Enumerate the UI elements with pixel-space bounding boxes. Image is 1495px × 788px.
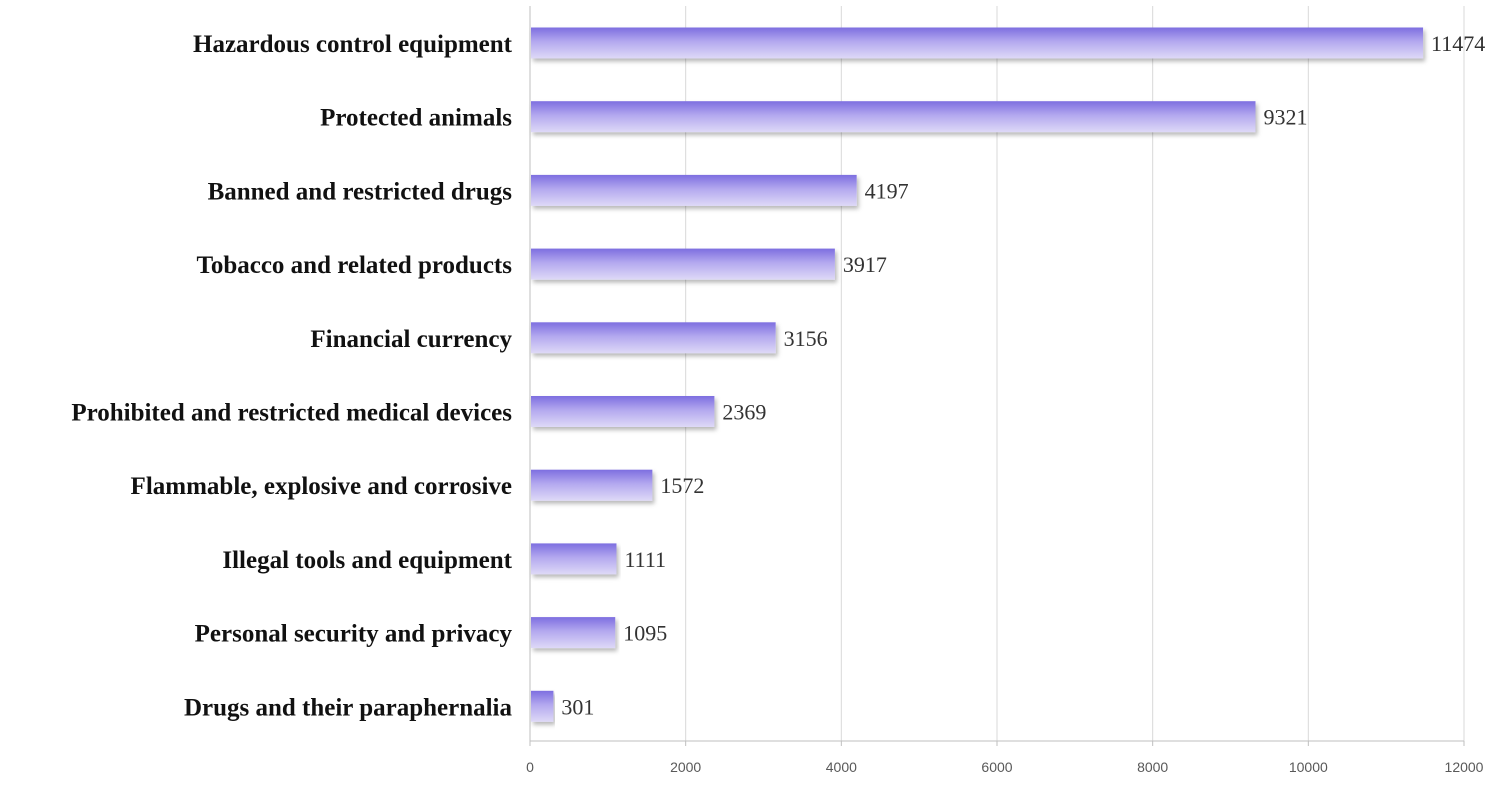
bar: [531, 543, 617, 575]
bar: [531, 174, 857, 206]
data-label: 9321: [1263, 105, 1307, 130]
x-tick-label: 12000: [1445, 759, 1484, 775]
category-label: Financial currency: [310, 326, 512, 353]
category-label: Personal security and privacy: [195, 621, 513, 648]
bar: [531, 690, 554, 722]
data-label: 3917: [843, 252, 887, 277]
data-label: 2369: [722, 400, 766, 425]
category-label: Flammable, explosive and corrosive: [131, 473, 512, 500]
bars: [531, 27, 1424, 722]
category-label: Prohibited and restricted medical device…: [71, 400, 512, 427]
x-tick-label: 0: [526, 759, 534, 775]
bar: [531, 396, 715, 427]
category-label: Tobacco and related products: [196, 252, 512, 279]
x-tick-label: 10000: [1289, 759, 1328, 775]
category-label: Banned and restricted drugs: [208, 178, 513, 205]
data-label: 1572: [660, 473, 704, 498]
category-label: Illegal tools and equipment: [222, 547, 512, 574]
bar: [531, 469, 653, 501]
axes: [529, 6, 1465, 746]
bar: [531, 248, 835, 280]
data-label: 1095: [623, 621, 667, 646]
bar: [531, 617, 616, 649]
data-label: 4197: [865, 178, 909, 203]
category-label: Drugs and their paraphernalia: [184, 694, 513, 721]
x-tick-label: 6000: [981, 759, 1012, 775]
data-label: 301: [561, 694, 594, 719]
bar: [531, 27, 1424, 59]
x-tick-label: 4000: [826, 759, 857, 775]
x-tick-label: 2000: [670, 759, 701, 775]
category-label: Protected animals: [320, 105, 512, 132]
bar: [531, 322, 776, 354]
data-label: 1111: [624, 547, 666, 572]
x-tick-label: 8000: [1137, 759, 1168, 775]
labels: 0 2000 4000 6000 8000 10000 12000 Hazardous con…: [71, 31, 1485, 775]
data-label: 3156: [784, 326, 828, 351]
category-label: Hazardous control equipment: [193, 31, 513, 58]
data-label: 11474: [1431, 31, 1485, 56]
bar: [531, 101, 1256, 133]
